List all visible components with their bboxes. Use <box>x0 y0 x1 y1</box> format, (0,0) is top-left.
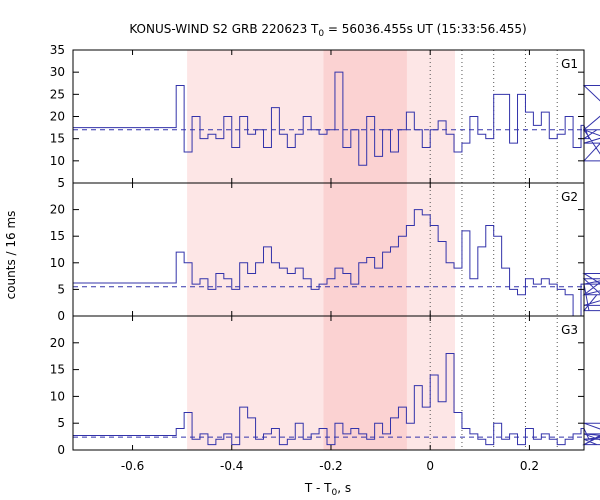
shaded-region-1 <box>323 50 407 450</box>
xtick-label-0: -0.6 <box>121 459 144 473</box>
panel-label-G1: G1 <box>561 57 578 71</box>
histogram-G3 <box>73 353 600 446</box>
ytick-label-G1-0: 5 <box>57 176 65 190</box>
ytick-label-G1-4: 25 <box>50 87 65 101</box>
xtick-label-2: -0.2 <box>319 459 342 473</box>
ytick-label-G3-2: 10 <box>50 389 65 403</box>
ytick-label-G1-1: 10 <box>50 154 65 168</box>
ytick-label-G2-1: 5 <box>57 282 65 296</box>
ytick-label-G3-0: 0 <box>57 443 65 457</box>
panel-label-G2: G2 <box>561 190 578 204</box>
chart-title: KONUS-WIND S2 GRB 220623 T0 = 56036.455s… <box>129 22 526 39</box>
panel-frame-G3 <box>72 315 585 451</box>
ytick-label-G3-1: 5 <box>57 416 65 430</box>
xtick-label-3: 0 <box>426 459 434 473</box>
ytick-label-G1-5: 30 <box>50 65 65 79</box>
y-axis-label: counts / 16 ms <box>4 211 18 300</box>
ytick-label-G3-4: 20 <box>50 336 65 350</box>
x-axis-label: T - T0, s <box>304 481 351 498</box>
panel-label-G3: G3 <box>561 323 578 337</box>
ytick-label-G2-3: 15 <box>50 229 65 243</box>
histogram-G2 <box>73 209 600 317</box>
ytick-label-G2-0: 0 <box>57 309 65 323</box>
ytick-label-G2-2: 10 <box>50 256 65 270</box>
histogram-G1 <box>73 71 600 166</box>
plot-area: 5 10 15 20 25 30 35 G1 0 5 10 15 20 G2 0 5 10 15 20 G3 -0.6 -… <box>50 43 600 473</box>
ytick-label-G2-4: 20 <box>50 203 65 217</box>
xtick-label-1: -0.4 <box>220 459 243 473</box>
xtick-label-4: 0.2 <box>520 459 539 473</box>
ytick-label-G3-3: 15 <box>50 363 65 377</box>
ytick-label-G1-3: 20 <box>50 110 65 124</box>
ytick-label-G1-6: 35 <box>50 43 65 57</box>
ytick-label-G1-2: 15 <box>50 132 65 146</box>
